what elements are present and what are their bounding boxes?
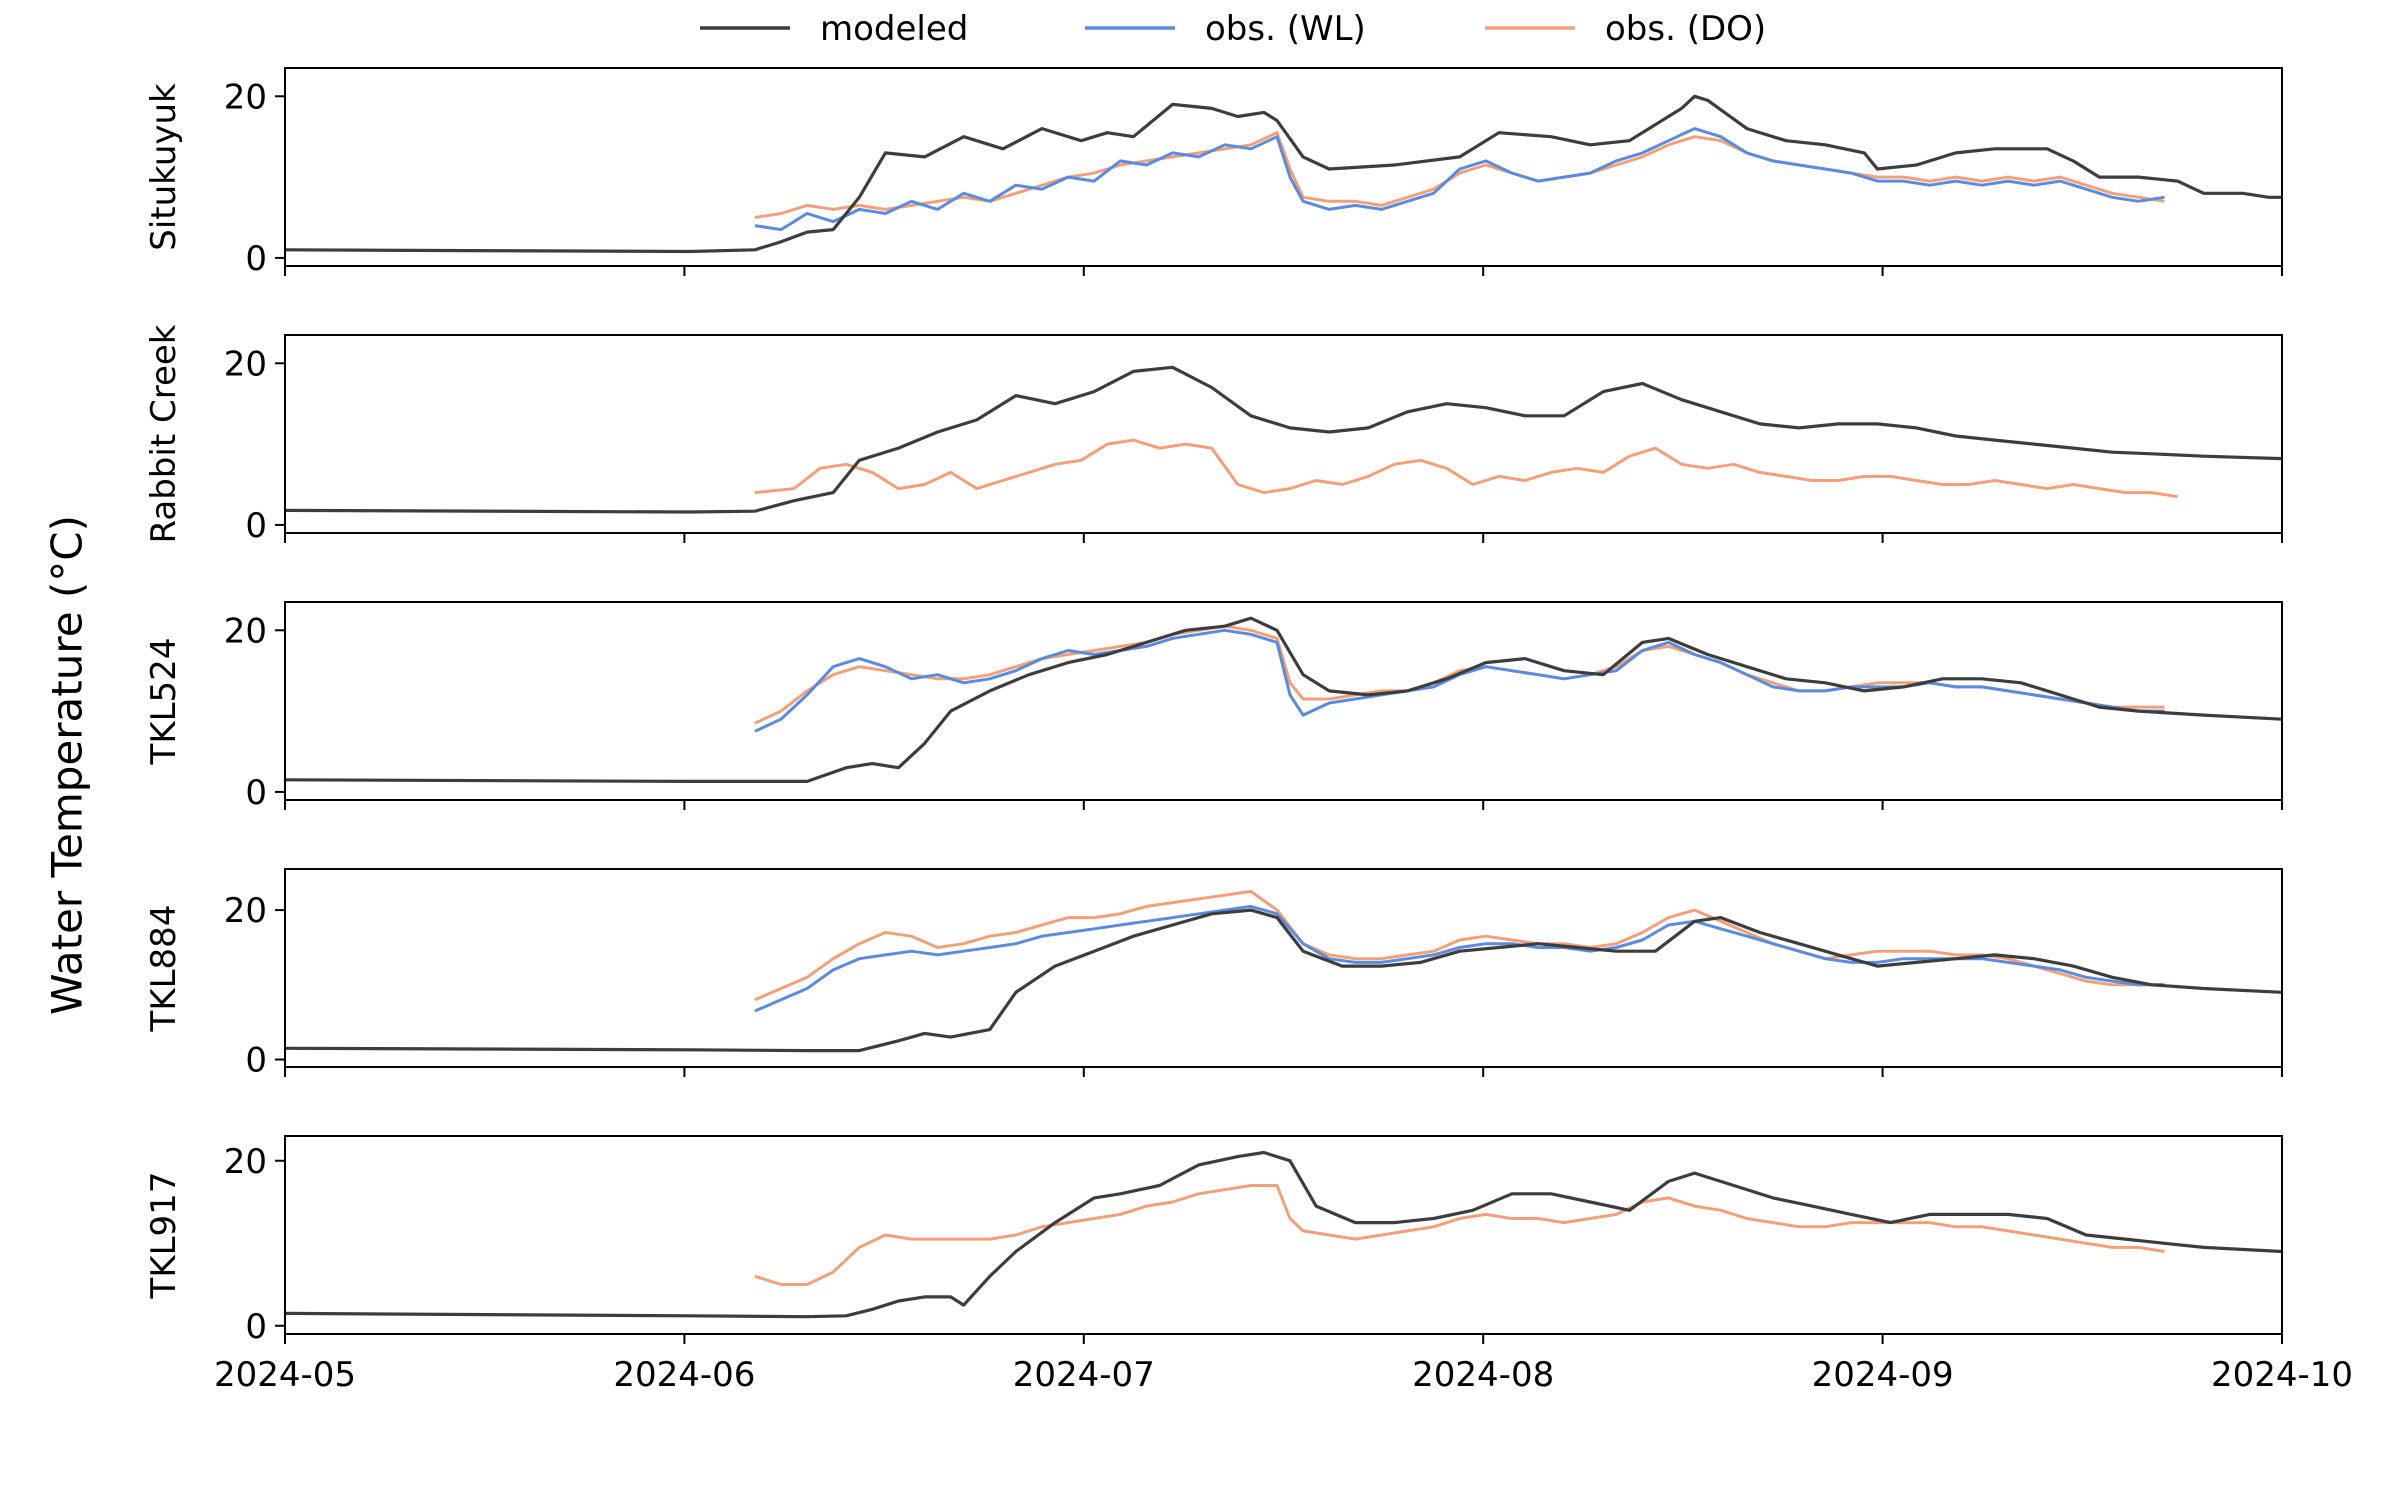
panel-frame [284, 601, 2283, 801]
legend-label: obs. (WL) [1205, 9, 1366, 49]
legend-label: obs. (DO) [1605, 9, 1766, 49]
panel-rabbit-creek: 0 20 Rabbit Creek [144, 324, 2283, 546]
x-tick-label: 2024-10 [2211, 1355, 2353, 1395]
panel-frame [284, 67, 2283, 267]
series-line-obs-wl [754, 628, 2165, 733]
x-tick-label: 2024-05 [214, 1355, 356, 1395]
series-line-modeled [285, 94, 2282, 254]
y-tick-label: 0 [245, 1041, 267, 1081]
y-tick-label: 20 [224, 1142, 267, 1182]
series-line-modeled [285, 908, 2282, 1053]
y-tick-label: 0 [245, 773, 267, 813]
y-tick-label: 0 [245, 1307, 267, 1347]
series-line-obs-wl [754, 127, 2165, 232]
y-tick-label: 0 [245, 506, 267, 546]
panel-tkl884: 0 20 TKL884 [144, 868, 2283, 1081]
x-tick-label: 2024-07 [1013, 1355, 1155, 1395]
panel-label: Rabbit Creek [144, 324, 184, 543]
panel-tkl524: 0 20 TKL524 [144, 601, 2283, 813]
y-tick-label: 20 [224, 611, 267, 651]
panel-frame [284, 334, 2283, 534]
panel-frame [284, 1135, 2283, 1335]
x-tick-label: 2024-06 [613, 1355, 755, 1395]
legend-label: modeled [820, 9, 968, 49]
panel-frame [284, 868, 2283, 1068]
legend-item-obs-do: obs. (DO) [1485, 9, 1766, 49]
series-line-obs-wl [754, 904, 2165, 1013]
y-tick-label: 0 [245, 239, 267, 279]
series-line-modeled [285, 1150, 2282, 1319]
series-line-obs-do [754, 1184, 2165, 1286]
legend-item-modeled: modeled [700, 9, 968, 49]
legend-item-obs-wl: obs. (WL) [1085, 9, 1366, 49]
panel-label: TKL917 [144, 1172, 184, 1300]
y-tick-label: 20 [224, 344, 267, 384]
x-tick-label: 2024-09 [1812, 1355, 1954, 1395]
y-tick-label: 20 [224, 891, 267, 931]
y-tick-label: 20 [224, 77, 267, 117]
series-line-obs-do [754, 131, 2165, 219]
series-line-modeled [285, 616, 2282, 783]
panels: 0 20 Situkuyuk 0 20 Rabbit Creek 0 20 TKL524 0 20 T… [144, 67, 2353, 1395]
panel-label: TKL524 [144, 638, 184, 766]
panel-label: TKL884 [144, 905, 184, 1033]
series-line-obs-do [754, 438, 2178, 499]
y-axis-title: Water Temperature (°C) [43, 515, 92, 1015]
panel-label: Situkuyuk [144, 83, 184, 251]
series-line-modeled [285, 365, 2282, 514]
series-line-obs-do [754, 889, 2165, 1002]
legend: modeled obs. (WL) obs. (DO) [700, 9, 1766, 49]
panel-tkl917: 0 20 2024-05 2024-06 2024-07 2024-08 2024-09 20… [144, 1135, 2353, 1395]
x-tick-label: 2024-08 [1412, 1355, 1554, 1395]
panel-situkuyuk: 0 20 Situkuyuk [144, 67, 2283, 279]
